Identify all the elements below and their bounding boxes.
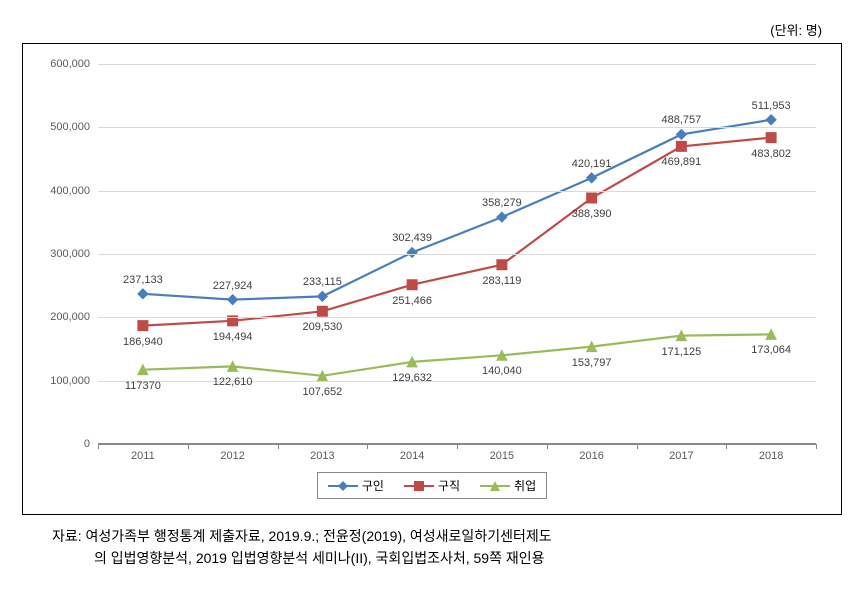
y-tick-label: 0: [84, 438, 90, 450]
series-marker: [587, 173, 597, 183]
series-marker: [766, 133, 776, 143]
x-tick-label: 2011: [131, 450, 155, 462]
data-label: 388,390: [572, 208, 612, 220]
x-tick-label: 2018: [759, 450, 783, 462]
grid-line: [98, 191, 816, 192]
series-marker: [497, 260, 507, 270]
legend-marker: [404, 480, 434, 492]
legend-label: 구직: [438, 477, 460, 494]
data-label: 194,494: [213, 331, 253, 343]
source-line1: 자료: 여성가족부 행정통계 제출자료, 2019.9.; 전윤정(2019),…: [52, 525, 812, 547]
source-citation: 자료: 여성가족부 행정통계 제출자료, 2019.9.; 전윤정(2019),…: [22, 525, 842, 570]
data-label: 233,115: [303, 276, 342, 288]
y-tick-label: 300,000: [50, 248, 90, 260]
x-tick-mark: [98, 444, 99, 449]
x-tick-label: 2013: [310, 450, 334, 462]
series-marker: [317, 291, 327, 301]
data-label: 469,891: [661, 156, 701, 168]
y-tick-label: 200,000: [50, 311, 90, 323]
y-tick-label: 100,000: [50, 375, 90, 387]
series-marker: [228, 295, 238, 305]
series-marker: [407, 247, 417, 257]
plot-area: 0100,000200,000300,000400,000500,000600,…: [98, 64, 816, 444]
data-label: 283,119: [482, 275, 521, 287]
x-tick-label: 2015: [490, 450, 514, 462]
x-tick-mark: [637, 444, 638, 449]
legend-label: 취업: [514, 477, 536, 494]
legend-item: 취업: [480, 477, 536, 494]
data-label: 511,953: [752, 100, 791, 112]
legend-marker: [328, 480, 358, 492]
series-marker: [766, 115, 776, 125]
data-label: 117370: [125, 380, 161, 392]
data-label: 251,466: [392, 295, 432, 307]
x-tick-label: 2017: [669, 450, 693, 462]
chart-box: 0 100,000 200,000 300,000 400,000 500,000 600,…: [22, 43, 842, 515]
series-marker: [138, 321, 148, 331]
x-tick-mark: [816, 444, 817, 449]
series-marker: [407, 280, 417, 290]
series-marker: [587, 193, 597, 203]
grid-line: [98, 254, 816, 255]
source-line2: 의 입법영향분석, 2019 입법영향분석 세미나(II), 국회입법조사처, …: [52, 547, 812, 569]
grid-line: [98, 127, 816, 128]
series-marker: [676, 141, 686, 151]
legend: 구인 구직 취업: [317, 472, 547, 499]
x-tick-mark: [726, 444, 727, 449]
x-tick-label: 2016: [579, 450, 603, 462]
chart-container: (단위: 명) 0 100,000 200,000 300,000 400,000 500…: [22, 20, 842, 570]
y-tick-label: 500,000: [50, 121, 90, 133]
data-label: 237,133: [123, 274, 163, 286]
data-label: 129,632: [392, 372, 432, 384]
data-label: 420,191: [572, 158, 612, 170]
unit-label: (단위: 명): [22, 20, 842, 39]
x-tick-mark: [278, 444, 279, 449]
legend-marker: [480, 480, 510, 492]
data-label: 483,802: [751, 148, 791, 160]
data-label: 302,439: [392, 232, 432, 244]
data-label: 227,924: [213, 280, 253, 292]
data-label: 140,040: [482, 365, 522, 377]
data-label: 173,064: [751, 344, 791, 356]
series-marker: [676, 129, 686, 139]
data-label: 186,940: [123, 336, 163, 348]
x-tick-mark: [367, 444, 368, 449]
x-tick-mark: [457, 444, 458, 449]
series-marker: [497, 212, 507, 222]
series-marker: [317, 306, 327, 316]
legend-item: 구인: [328, 477, 384, 494]
grid-line: [98, 317, 816, 318]
x-tick-label: 2012: [220, 450, 244, 462]
data-label: 171,125: [661, 346, 701, 358]
x-tick-label: 2014: [400, 450, 424, 462]
x-tick-mark: [547, 444, 548, 449]
legend-label: 구인: [362, 477, 384, 494]
data-label: 153,797: [572, 357, 612, 369]
data-label: 209,530: [302, 321, 342, 333]
legend-item: 구직: [404, 477, 460, 494]
y-tick-label: 600,000: [50, 58, 90, 70]
data-label: 107,652: [302, 386, 342, 398]
data-label: 122,610: [213, 376, 253, 388]
grid-line: [98, 381, 816, 382]
series-marker: [138, 289, 148, 299]
y-tick-label: 400,000: [50, 185, 90, 197]
data-label: 358,279: [482, 197, 522, 209]
data-label: 488,757: [661, 114, 701, 126]
grid-line: [98, 64, 816, 65]
x-tick-mark: [188, 444, 189, 449]
